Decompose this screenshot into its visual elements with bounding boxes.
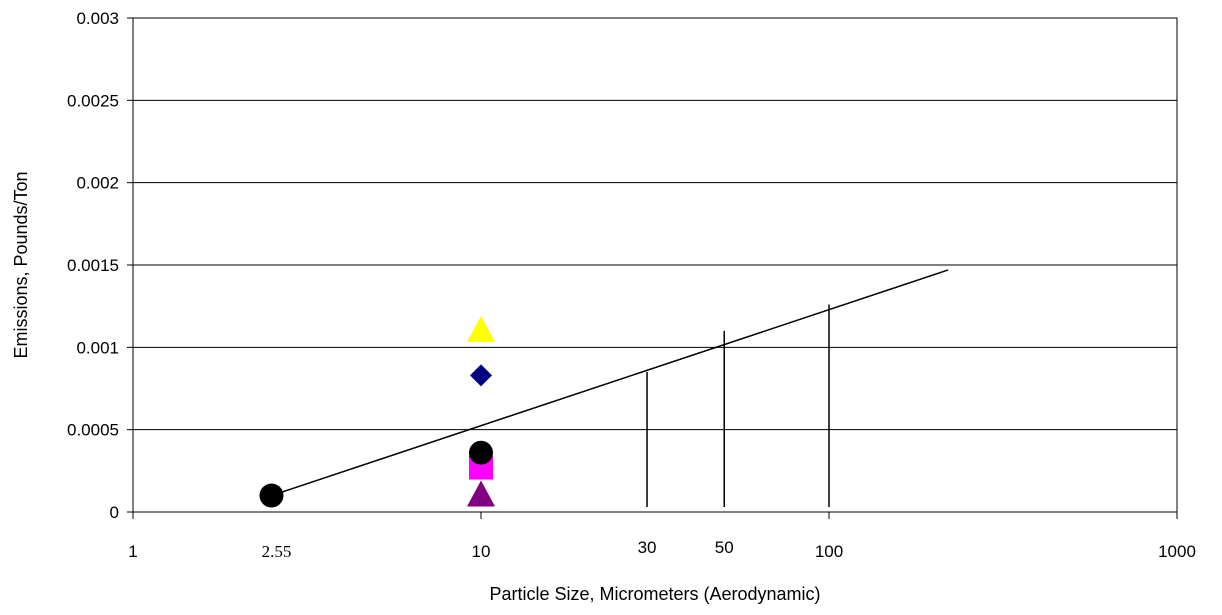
triangle-marker — [467, 315, 495, 342]
y-tick-label: 0.0015 — [67, 256, 119, 275]
x-annotation-label: 2.55 — [262, 542, 292, 561]
y-tick-label: 0.001 — [76, 338, 119, 357]
reference-lines — [271, 269, 949, 507]
y-tick-label: 0 — [110, 503, 119, 522]
x-tick-label: 1 — [128, 542, 137, 561]
x-axis-title: Particle Size, Micrometers (Aerodynamic) — [489, 584, 820, 604]
diamond-marker — [470, 364, 492, 387]
triangle-marker — [467, 480, 495, 507]
data-points — [259, 315, 495, 508]
gridlines — [133, 17, 1177, 513]
y-tick-label: 0.003 — [76, 9, 119, 28]
circle-marker — [259, 483, 284, 508]
y-axis-title: Emissions, Pounds/Ton — [11, 171, 31, 358]
x-tick-label: 10 — [472, 542, 491, 561]
x-tick-label: 100 — [815, 542, 843, 561]
x-annotation-label: 50 — [715, 538, 734, 557]
axes: 0 0.0005 0.001 0.0015 0.002 0.0025 0.003 1 10 100… — [67, 9, 1196, 561]
y-tick-label: 0.0025 — [67, 91, 119, 110]
x-annotation-label: 30 — [638, 538, 657, 557]
y-tick-label: 0.002 — [76, 174, 119, 193]
y-tick-label: 0.0005 — [67, 421, 119, 440]
circle-marker — [469, 440, 493, 465]
x-tick-label: 1000 — [1158, 542, 1196, 561]
trend-line — [271, 269, 949, 497]
